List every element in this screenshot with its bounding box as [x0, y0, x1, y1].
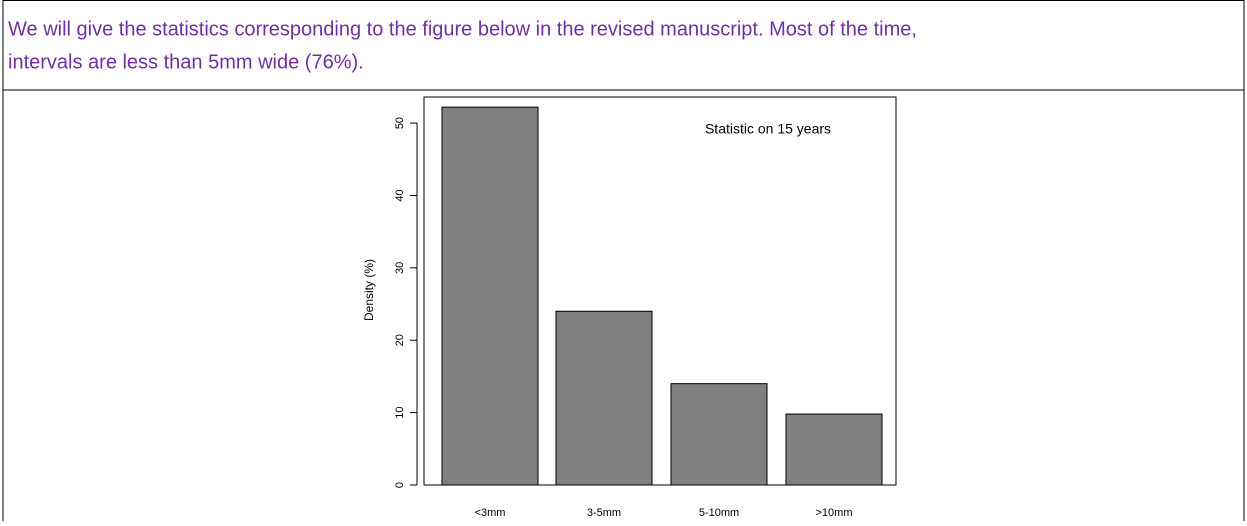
- bar: [555, 310, 653, 486]
- annotation: Statistic on 15 years: [705, 121, 831, 137]
- y-tick-label: 50: [394, 117, 406, 129]
- y-tick-label: 40: [394, 189, 406, 201]
- bar: [670, 383, 768, 486]
- x-tick-label: 5-10mm: [699, 507, 739, 519]
- paragraph-line: intervals are less than 5mm wide (76%).: [8, 51, 364, 73]
- plot-box: [423, 96, 897, 486]
- y-tick-label: 30: [394, 262, 406, 274]
- x-tick-label: <3mm: [475, 507, 506, 519]
- x-tick-label: >10mm: [816, 507, 853, 519]
- y-axis-label: Density (%): [362, 259, 376, 321]
- y-tick-label: 10: [394, 406, 406, 418]
- bar: [785, 413, 883, 486]
- bar: [441, 106, 539, 486]
- x-tick-label: 3-5mm: [587, 507, 621, 519]
- paragraph-line: We will give the statistics correspondin…: [8, 18, 917, 40]
- y-tick-label: 0: [394, 482, 406, 488]
- y-tick-label: 20: [394, 334, 406, 346]
